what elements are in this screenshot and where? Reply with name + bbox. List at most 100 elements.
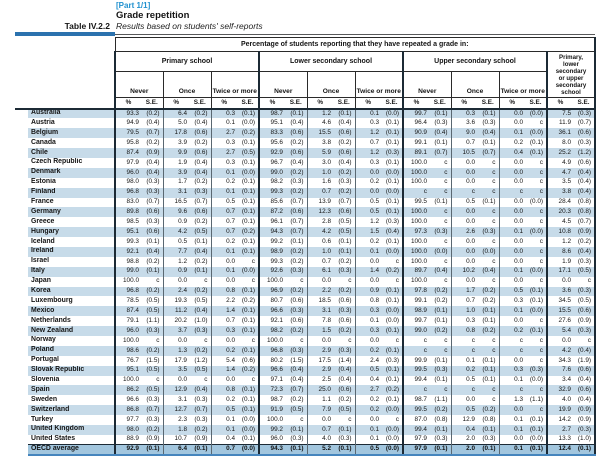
data-cell: 98.7 (258, 108, 285, 119)
data-cell: (0.5) (141, 385, 163, 396)
header-row: % S.E.% S.E.% S.E.% S.E.% S.E.% S.E.% S.E.% S.E.… (15, 97, 596, 110)
data-cell: 0.0 (498, 355, 525, 366)
title-rule (15, 32, 595, 36)
data-cell: (0.2) (237, 365, 259, 376)
data-cell: 0.5 (354, 197, 381, 208)
data-cell: 12.9 (450, 415, 477, 425)
se-header: S.E. (141, 97, 164, 110)
table-row: Canada 95.8 (0.2) 3.9 (0.2) 0.3 (0.1) 95.6 (0.2)… (15, 138, 596, 149)
table-row: Poland 98.6 (0.2) 1.3 (0.2) 0.2 (0.1) 96.8 (0.3)… (15, 345, 596, 356)
data-cell: 2.0 (450, 444, 477, 456)
gutter-cell (15, 157, 28, 168)
data-cell: (0.1) (429, 425, 451, 435)
data-cell: 0.0 (450, 217, 477, 228)
data-cell: (0.7) (194, 198, 208, 206)
data-cell: 100.0 (114, 375, 141, 386)
table-row: Ireland 92.1 (0.4) 7.7 (0.4) 0.1 (0.1) 98.9 (0.2… (15, 246, 596, 257)
data-cell: 0.1 (498, 375, 525, 386)
data-cell: (0.4) (573, 167, 596, 178)
data-cell: (0.2) (285, 326, 307, 336)
table-row: Chile 87.4 (0.9) 9.9 (0.6) 2.7 (0.5) 92.9 (0.6) 5… (15, 148, 596, 158)
data-cell: 0.0 (210, 375, 237, 386)
data-cell: (0.1) (241, 138, 255, 146)
data-cell: (0.4) (338, 376, 352, 384)
data-cell: 0.1 (354, 425, 381, 435)
data-cell: c (477, 207, 499, 218)
data-cell: c (539, 356, 543, 364)
data-cell: (0.2) (237, 128, 259, 139)
data-cell: c (444, 257, 448, 265)
data-cell: (0.3) (434, 435, 448, 443)
data-cell: (0.1) (241, 237, 255, 245)
data-cell: (1.0) (194, 316, 208, 324)
data-cell: 0.0 (354, 187, 381, 198)
data-cell: c (156, 376, 160, 384)
data-cell: (0.2) (338, 257, 352, 265)
data-cell: 0.0 (354, 256, 381, 267)
data-cell: (0.8) (573, 207, 596, 218)
data-cell: 98.2 (258, 326, 285, 336)
data-cell: (1.4) (338, 356, 352, 364)
data-cell: 0.7 (210, 207, 237, 218)
data-cell: (0.0) (241, 415, 255, 423)
data-cell: 100.0 (258, 415, 285, 425)
data-cell: 17.8 (162, 128, 189, 139)
data-cell: (0.2) (285, 187, 307, 198)
data-cell: (0.2) (429, 326, 451, 336)
data-cell: 15.5 (306, 128, 333, 139)
data-cell: 96.8 (114, 187, 141, 198)
table-row: United States 88.9 (0.9) 10.7 (0.9) 0.4 (0.1) 9… (15, 434, 596, 445)
gutter-cell (15, 296, 28, 307)
frequency-header: Once (306, 71, 356, 98)
gutter-cell (15, 246, 28, 257)
data-cell: (0.1) (338, 237, 352, 245)
data-cell: 96.4 (402, 118, 429, 129)
data-cell: (0.1) (333, 425, 355, 435)
data-cell: 0.5 (354, 365, 381, 376)
data-cell: 0.4 (354, 375, 381, 386)
data-cell: 0.7 (306, 425, 333, 435)
data-cell: 1.1 (306, 395, 333, 406)
data-cell: (0.4) (338, 119, 352, 127)
table-number: Table IV.2.2 (64, 21, 110, 31)
data-cell: 2.4 (354, 355, 381, 366)
data-cell: (0.2) (381, 385, 403, 396)
data-cell: 10.2 (450, 266, 477, 277)
data-cell: 5.9 (306, 148, 333, 158)
data-cell: 0.0 (498, 157, 525, 168)
data-cell: (0.9) (141, 148, 163, 158)
data-cell: 2.9 (306, 365, 333, 376)
data-cell: 0.0 (498, 316, 525, 327)
data-cell: c (450, 345, 477, 356)
data-cell: (0.4) (189, 306, 211, 317)
data-cell: (0.1) (477, 444, 499, 456)
average-row: OECD average 92.9 (0.1) 6.4 (0.1) 0.7 (0.0) 94.… (15, 444, 596, 456)
table-row: Sweden 96.6 (0.3) 3.1 (0.3) 0.2 (0.1) 98.7 (0.2)… (15, 395, 596, 406)
gutter-cell (15, 177, 28, 188)
data-cell: (0.3) (482, 435, 496, 443)
data-cell: 100.0 (402, 167, 429, 178)
data-cell: 0.8 (450, 326, 477, 336)
data-cell: c (492, 257, 496, 265)
data-cell: 0.4 (498, 148, 525, 158)
data-cell: (0.9) (573, 316, 596, 327)
data-cell: (0.3) (333, 266, 355, 277)
data-cell: (0.1) (381, 345, 403, 356)
data-cell: (0.4) (141, 167, 163, 178)
country-name: Italy (28, 266, 115, 277)
data-cell: (0.1) (385, 119, 399, 127)
data-cell: (0.2) (285, 286, 307, 297)
data-cell: c (525, 246, 547, 257)
data-cell: 95.1 (114, 365, 141, 376)
data-cell: 0.5 (450, 405, 477, 416)
data-cell: c (539, 119, 543, 127)
data-cell: (0.1) (237, 246, 259, 257)
gutter-cell (15, 217, 28, 228)
title-rule-accent (15, 32, 115, 36)
data-cell: 0.2 (210, 237, 237, 247)
data-cell: (0.2) (189, 345, 211, 356)
data-cell: (0.5) (573, 266, 596, 277)
data-cell: (0.0) (525, 227, 547, 238)
data-cell: 4.0 (546, 395, 573, 406)
